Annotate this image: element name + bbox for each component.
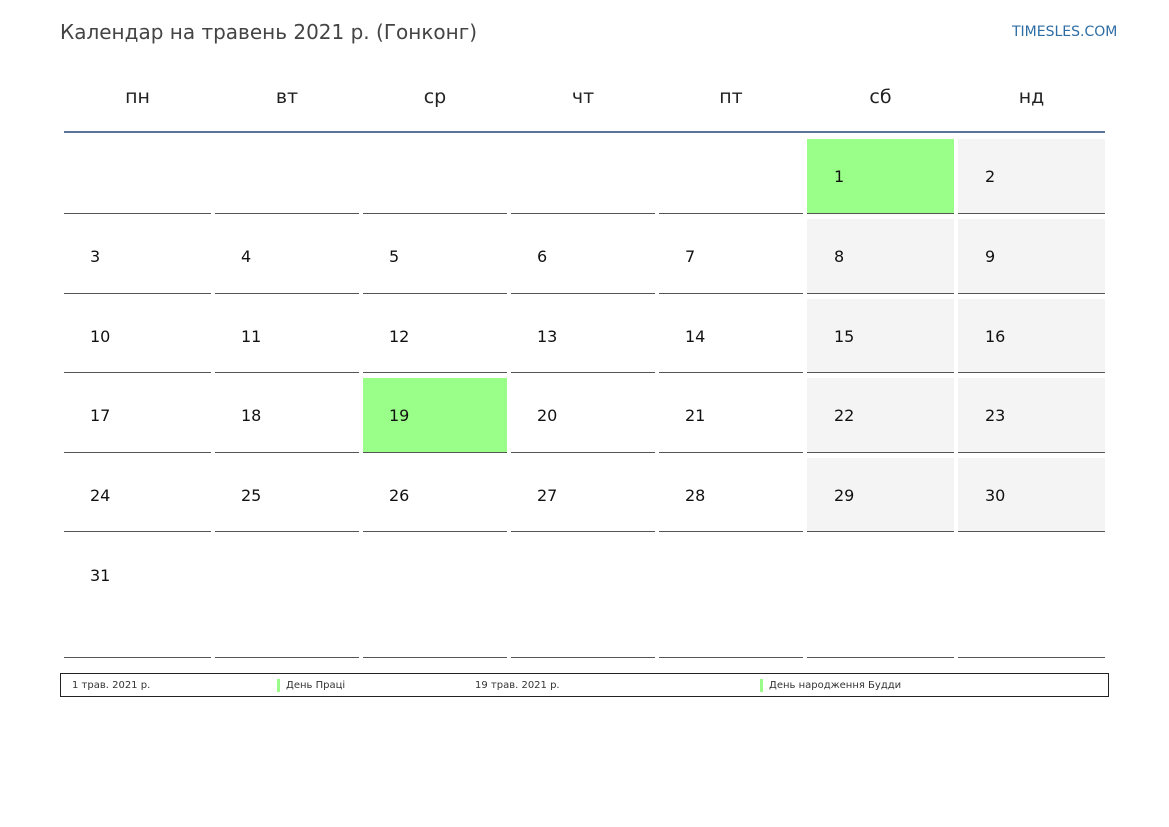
holiday-legend: 1 трав. 2021 р. День Праці 19 трав. 2021… bbox=[60, 673, 1109, 697]
day-number: 11 bbox=[241, 327, 262, 346]
day-number: 28 bbox=[685, 486, 706, 505]
day-cell: 20 bbox=[511, 378, 655, 453]
day-cell bbox=[363, 538, 507, 658]
day-cell: 30 bbox=[958, 458, 1105, 532]
day-number: 15 bbox=[834, 327, 855, 346]
day-number: 6 bbox=[537, 247, 548, 266]
day-number: 22 bbox=[834, 406, 855, 425]
day-cell bbox=[215, 538, 359, 658]
day-number: 7 bbox=[685, 247, 696, 266]
weekday-mon: пн bbox=[125, 86, 150, 108]
day-cell: 9 bbox=[958, 219, 1105, 294]
day-cell: 28 bbox=[659, 458, 803, 532]
day-cell: 7 bbox=[659, 219, 803, 294]
day-cell: 31 bbox=[64, 538, 211, 658]
day-number: 29 bbox=[834, 486, 855, 505]
day-cell: 10 bbox=[64, 299, 211, 373]
day-cell: 8 bbox=[807, 219, 954, 294]
day-cell: 1 bbox=[807, 139, 954, 214]
day-cell bbox=[659, 538, 803, 658]
legend-swatch-1 bbox=[277, 679, 280, 692]
day-cell: 14 bbox=[659, 299, 803, 373]
day-cell: 24 bbox=[64, 458, 211, 532]
day-number: 26 bbox=[389, 486, 410, 505]
day-number: 4 bbox=[241, 247, 252, 266]
day-number: 21 bbox=[685, 406, 706, 425]
weekday-thu: чт bbox=[571, 86, 595, 108]
day-number: 3 bbox=[90, 247, 101, 266]
day-number: 1 bbox=[834, 167, 845, 186]
day-number: 18 bbox=[241, 406, 262, 425]
day-cell: 26 bbox=[363, 458, 507, 532]
site-link[interactable]: TIMESLES.COM bbox=[1012, 24, 1118, 40]
day-cell: 27 bbox=[511, 458, 655, 532]
day-cell: 2 bbox=[958, 139, 1105, 214]
day-cell: 5 bbox=[363, 219, 507, 294]
day-cell: 21 bbox=[659, 378, 803, 453]
day-number: 17 bbox=[90, 406, 111, 425]
weekday-tue: вт bbox=[275, 86, 299, 108]
day-number: 30 bbox=[985, 486, 1006, 505]
legend-name-1: День Праці bbox=[286, 680, 346, 691]
day-number: 23 bbox=[985, 406, 1006, 425]
day-cell: 17 bbox=[64, 378, 211, 453]
day-cell: 22 bbox=[807, 378, 954, 453]
day-cell bbox=[659, 139, 803, 214]
day-cell: 11 bbox=[215, 299, 359, 373]
day-cell: 23 bbox=[958, 378, 1105, 453]
day-number: 20 bbox=[537, 406, 558, 425]
day-number: 8 bbox=[834, 247, 845, 266]
legend-date-2: 19 трав. 2021 р. bbox=[475, 680, 560, 691]
legend-name-2: День народження Будди bbox=[769, 680, 902, 691]
legend-date-1: 1 трав. 2021 р. bbox=[72, 680, 151, 691]
day-number: 12 bbox=[389, 327, 410, 346]
day-number: 19 bbox=[389, 406, 410, 425]
day-cell: 25 bbox=[215, 458, 359, 532]
day-number: 31 bbox=[90, 566, 111, 585]
day-cell: 29 bbox=[807, 458, 954, 532]
day-cell: 13 bbox=[511, 299, 655, 373]
day-cell: 15 bbox=[807, 299, 954, 373]
day-cell: 18 bbox=[215, 378, 359, 453]
day-number: 27 bbox=[537, 486, 558, 505]
day-cell: 3 bbox=[64, 219, 211, 294]
day-number: 16 bbox=[985, 327, 1006, 346]
day-cell bbox=[363, 139, 507, 214]
day-number: 24 bbox=[90, 486, 111, 505]
weekday-sun: нд bbox=[1018, 86, 1045, 108]
day-cell: 19 bbox=[363, 378, 507, 453]
day-cell bbox=[511, 139, 655, 214]
weekday-sat: сб bbox=[869, 86, 892, 108]
header-rule bbox=[64, 131, 1105, 133]
day-cell: 6 bbox=[511, 219, 655, 294]
day-cell: 12 bbox=[363, 299, 507, 373]
day-cell: 16 bbox=[958, 299, 1105, 373]
day-number: 10 bbox=[90, 327, 111, 346]
weekday-fri: пт bbox=[719, 86, 743, 108]
day-number: 13 bbox=[537, 327, 558, 346]
day-number: 5 bbox=[389, 247, 400, 266]
day-number: 25 bbox=[241, 486, 262, 505]
day-cell bbox=[807, 538, 954, 658]
day-number: 2 bbox=[985, 167, 996, 186]
day-cell bbox=[511, 538, 655, 658]
day-cell bbox=[64, 139, 211, 214]
day-number: 14 bbox=[685, 327, 706, 346]
day-cell: 4 bbox=[215, 219, 359, 294]
day-cell bbox=[958, 538, 1105, 658]
weekday-wed: ср bbox=[423, 86, 447, 108]
legend-swatch-2 bbox=[760, 679, 763, 692]
day-number: 9 bbox=[985, 247, 996, 266]
day-cell bbox=[215, 139, 359, 214]
page-title: Календар на травень 2021 р. (Гонконг) bbox=[60, 20, 478, 44]
